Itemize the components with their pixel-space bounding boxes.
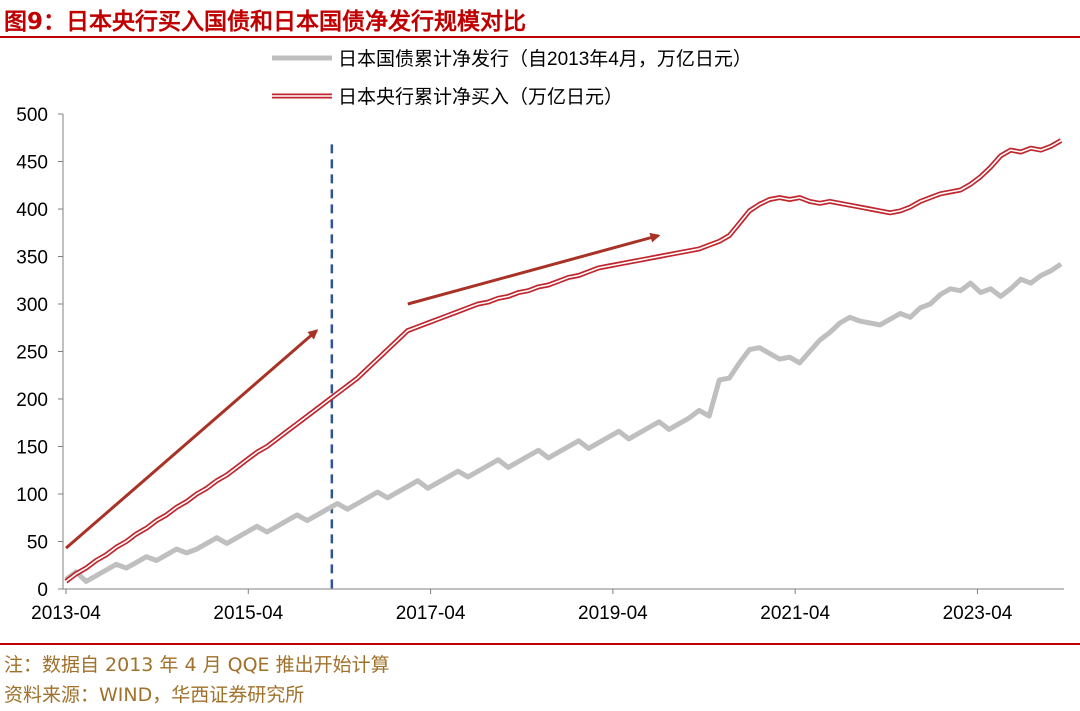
y-tick-label: 200 [16,390,48,411]
series-group [64,138,1063,584]
y-tick-label: 150 [16,438,48,459]
y-tick-label: 400 [16,200,48,221]
x-tick-label: 2015-04 [213,603,283,624]
series-line-boj-net-purchase-inner [65,139,1062,583]
y-tick-label: 50 [27,533,48,554]
title-bar: 图9：日本央行买入国债和日本国债净发行规模对比 [0,0,1080,38]
y-tick-label: 500 [16,105,48,126]
x-tick-label: 2019-04 [578,603,648,624]
x-tick-label: 2017-04 [396,603,466,624]
y-tick-label: 350 [16,248,48,269]
y-tick-label: 250 [16,343,48,364]
y-tick-label: 450 [16,153,48,174]
x-tick-label: 2023-04 [943,603,1013,624]
footer-divider [0,643,1080,645]
axes: 0 50 100 150 200 250 300 350 400 450 500 2013-04 201… [16,105,1064,624]
legend-label-boj-net-purchase: 日本央行累计净买入（万亿日元） [338,86,623,108]
trend-arrow-2 [407,232,661,306]
series-line-jgb-net-issuance [64,262,1063,584]
annotations [65,232,661,550]
chart-title: 图9：日本央行买入国债和日本国债净发行规模对比 [4,9,527,35]
x-tick-label: 2021-04 [760,603,830,624]
footnote: 注：数据自 2013 年 4 月 QQE 推出开始计算 [4,654,390,676]
trend-arrow-1 [65,329,319,550]
y-tick-label: 300 [16,295,48,316]
y-tick-label: 100 [16,485,48,506]
source-note: 资料来源：WIND，华西证券研究所 [4,684,305,706]
legend: 日本国债累计净发行（自2013年4月，万亿日元） 日本央行累计净买入（万亿日元） [272,48,752,108]
x-tick-label: 2013-04 [31,603,101,624]
chart: 0 50 100 150 200 250 300 350 400 450 500 2013-04 201… [16,48,1064,624]
legend-label-jgb-net-issuance: 日本国债累计净发行（自2013年4月，万亿日元） [338,48,752,70]
y-tick-label: 0 [37,580,48,601]
